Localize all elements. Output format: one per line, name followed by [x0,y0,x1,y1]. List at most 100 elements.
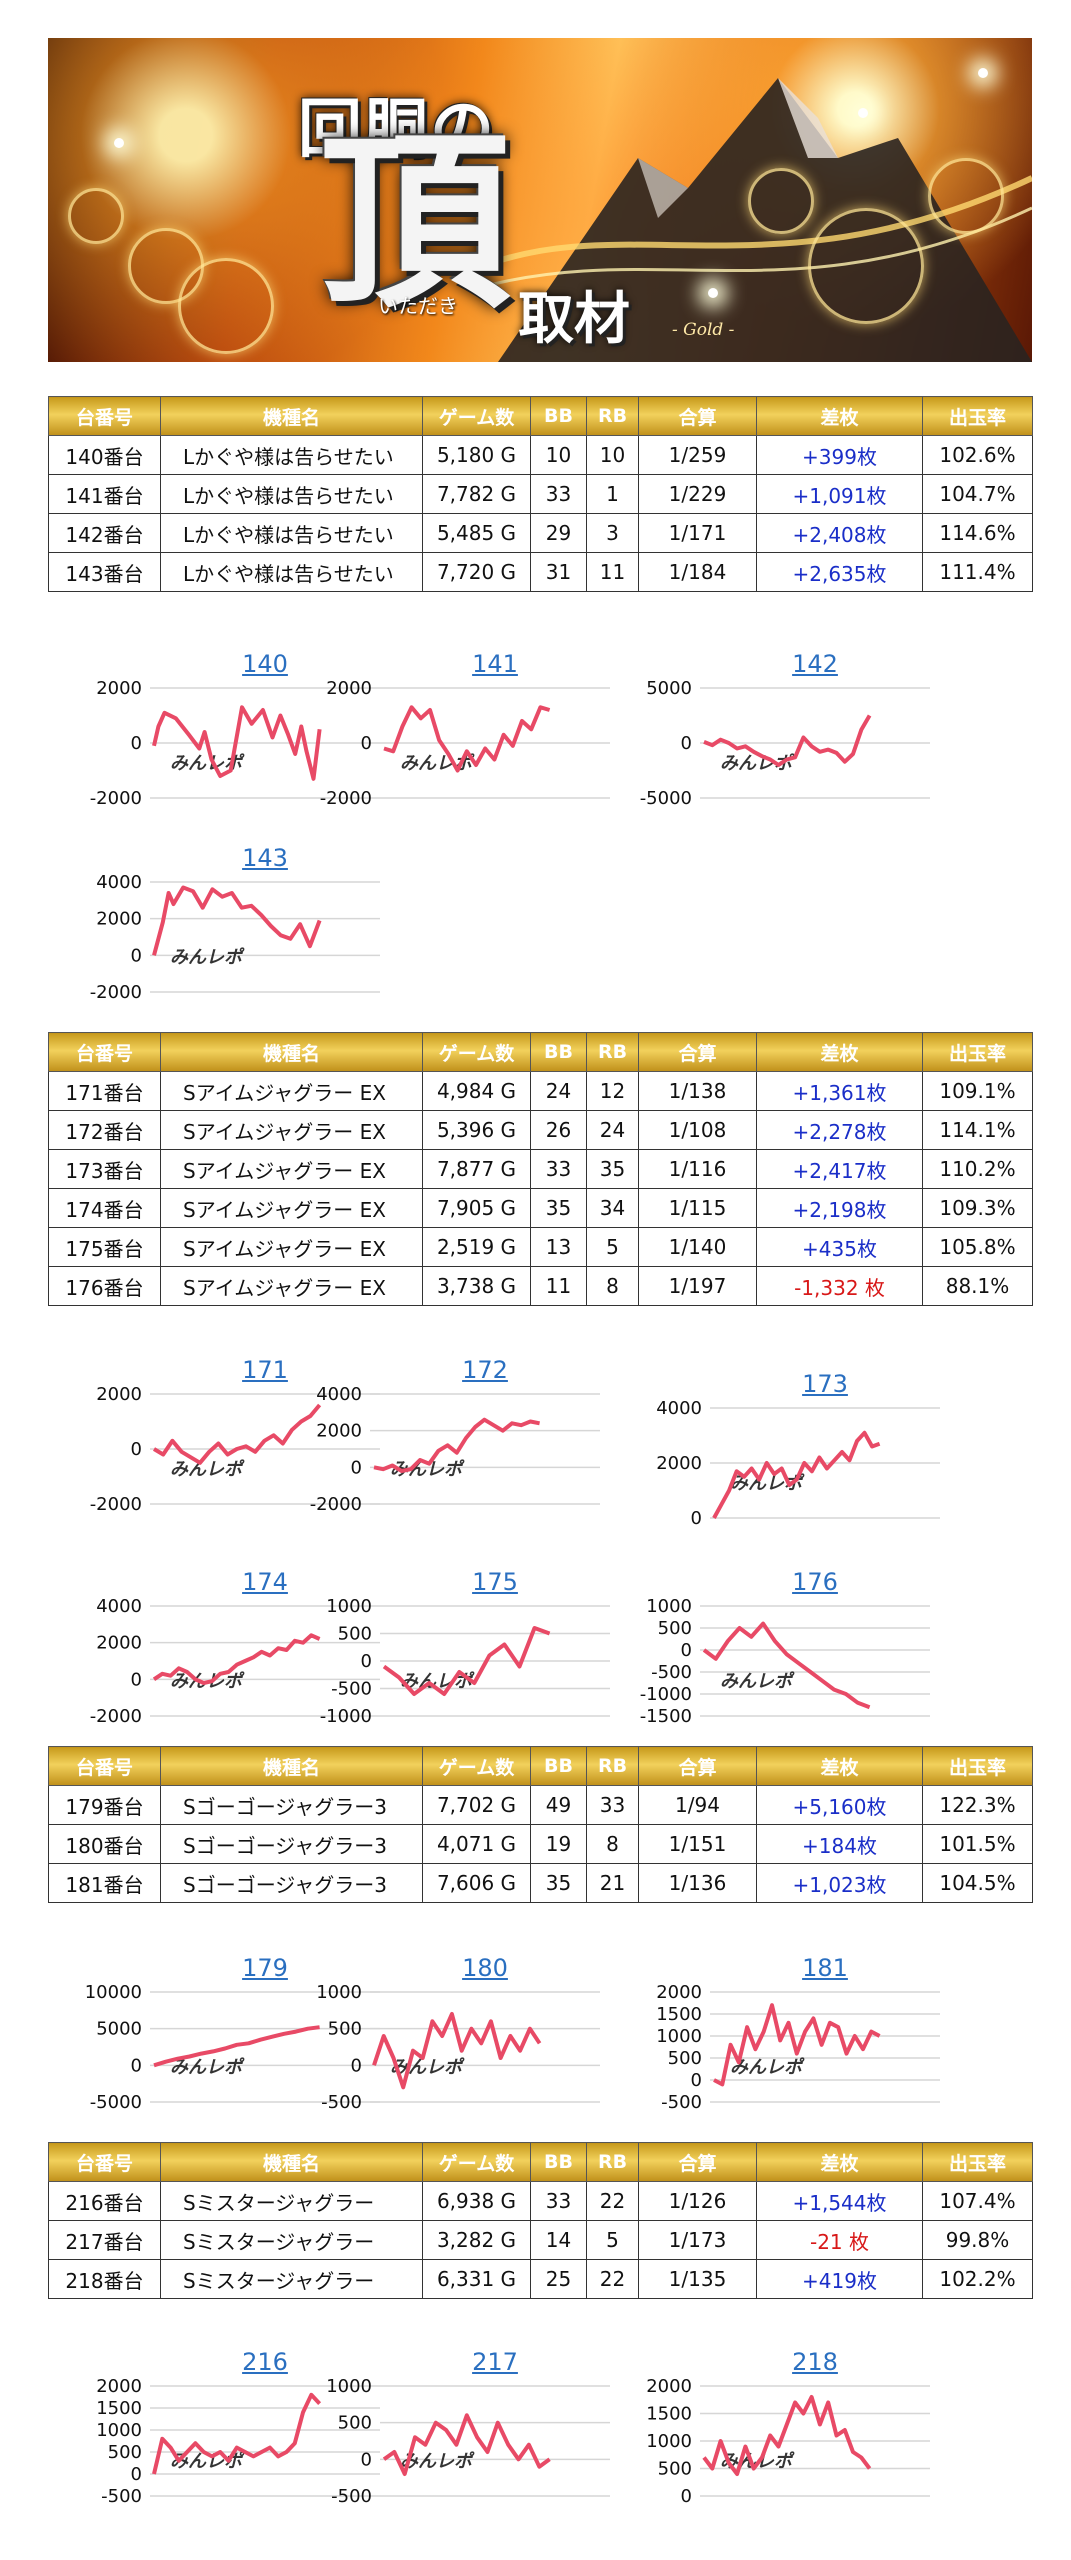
cell-total: 1/135 [638,2259,757,2299]
series-line [372,2012,542,2090]
column-header: ゲーム数 [422,396,531,436]
series-line [152,705,322,781]
chart-title-link[interactable]: 175 [472,1568,518,1596]
cell-diff: +2,278枚 [756,1110,923,1150]
y-tick-label: -2000 [310,1494,362,1515]
chart-title-link[interactable]: 142 [792,650,838,678]
data-table-gogojuggler: 台番号 機種名 ゲーム数 BB RB 合算 差枚 出玉率 179番台 Sゴーゴージャグラー3 7,7… [48,1746,1033,1903]
cell-no: 172番台 [48,1110,161,1150]
chart-title-link[interactable]: 141 [472,650,518,678]
cell-diff: -21 枚 [756,2220,923,2260]
cell-rate: 102.6% [922,435,1033,475]
y-tick-label: 500 [328,2019,362,2040]
y-tick-label: 0 [361,733,372,754]
chart-title-link[interactable]: 180 [462,1954,508,1982]
column-header: 台番号 [48,1746,161,1786]
profit-chart-218: 218 2000 1500 1000 500 0 みんレポ [610,2348,940,2518]
cell-bb: 19 [530,1824,587,1864]
cell-games: 3,738 G [422,1266,531,1306]
y-tick-label: -500 [321,2092,362,2113]
column-header: 差枚 [756,1032,923,1072]
cell-bb: 33 [530,474,587,514]
y-tick-label: 1000 [646,2431,692,2452]
series-line [153,2025,320,2068]
banner-title-ruby: いただき [378,294,458,318]
y-tick-label: 2000 [656,1982,702,2003]
cell-games: 7,606 G [422,1863,531,1903]
column-header: 出玉率 [922,1746,1033,1786]
column-header: 合算 [638,1032,757,1072]
profit-chart-171: 171 2000 0 -2000 みんレポ [70,1356,390,1526]
y-tick-label: 2000 [96,1384,142,1405]
cell-total: 1/184 [638,552,757,592]
watermark-logo: みんレポ [170,2057,245,2078]
table-row: 141番台 Lかぐや様は告らせたい 7,782 G 33 1 1/229 +1,091枚 10… [48,474,1033,514]
table-row: 172番台 Sアイムジャグラー EX 5,396 G 26 24 1/108 +2,278枚… [48,1110,1033,1150]
cell-no: 217番台 [48,2220,161,2260]
cell-games: 7,702 G [422,1785,531,1825]
column-header: 差枚 [756,2142,923,2182]
watermark-logo: みんレポ [400,2451,475,2472]
cell-rb: 8 [586,1824,639,1864]
column-header: BB [530,2142,587,2182]
y-tick-label: -1000 [640,1684,692,1705]
table-row: 216番台 Sミスタージャグラー 6,938 G 33 22 1/126 +1,544枚 10… [48,2181,1033,2221]
cell-bb: 33 [530,1149,587,1189]
chart-title-link[interactable]: 171 [242,1356,288,1384]
cell-rate: 102.2% [922,2259,1033,2299]
column-header: ゲーム数 [422,1746,531,1786]
chart-title-link[interactable]: 176 [792,1568,838,1596]
chart-title-link[interactable]: 174 [242,1568,288,1596]
table-row: 142番台 Lかぐや様は告らせたい 5,485 G 29 3 1/171 +2,408枚 11… [48,513,1033,553]
y-tick-label: 4000 [96,1596,142,1617]
y-tick-label: 500 [658,1618,692,1639]
cell-diff: +184枚 [756,1824,923,1864]
cell-total: 1/197 [638,1266,757,1306]
profit-chart-217: 217 1000 500 0 -500 みんレポ [290,2348,620,2518]
chart-title-link[interactable]: 217 [472,2348,518,2376]
chart-title-link[interactable]: 216 [242,2348,288,2376]
series-line [152,2392,322,2475]
y-tick-label: 5000 [646,678,692,699]
cell-no: 173番台 [48,1149,161,1189]
cell-rate: 99.8% [922,2220,1033,2260]
cell-rb: 5 [586,2220,639,2260]
cell-no: 218番台 [48,2259,161,2299]
y-tick-label: 2000 [96,2376,142,2397]
cell-name: Sゴーゴージャグラー3 [160,1863,423,1903]
chart-plot: 2000 0 -2000 みんレポ [90,1384,380,1515]
cell-rate: 109.1% [922,1071,1033,1111]
cell-bb: 11 [530,1266,587,1306]
table-row: 175番台 Sアイムジャグラー EX 2,519 G 13 5 1/140 +435枚 105… [48,1227,1033,1267]
banner-image: 回胴の 頂 いただき 取材 - Gold - [48,38,1032,362]
chart-title-link[interactable]: 172 [462,1356,508,1384]
chart-title-link[interactable]: 140 [242,650,288,678]
cell-rb: 11 [586,552,639,592]
cell-name: Sアイムジャグラー EX [160,1110,423,1150]
table-row: 173番台 Sアイムジャグラー EX 7,877 G 33 35 1/116 +2,417枚… [48,1149,1033,1189]
data-table-misterjuggler: 台番号 機種名 ゲーム数 BB RB 合算 差枚 出玉率 216番台 Sミスタージャグラー 6,93… [48,2142,1033,2299]
column-header: 合算 [638,2142,757,2182]
chart-plot: 4000 2000 0 -2000 みんレポ [90,872,380,1003]
profit-chart-142: 142 5000 0 -5000 みんレポ [620,650,940,820]
y-tick-label: 2000 [316,1421,362,1442]
cell-rb: 33 [586,1785,639,1825]
column-header: RB [586,2142,639,2182]
chart-title-link[interactable]: 173 [802,1370,848,1398]
cell-bb: 13 [530,1227,587,1267]
chart-title-link[interactable]: 143 [242,844,288,872]
series-line [702,1621,871,1710]
chart-plot: 5000 0 -5000 みんレポ [640,678,930,809]
chart-title-link[interactable]: 218 [792,2348,838,2376]
column-header: 台番号 [48,396,161,436]
banner-title-line2: 取材 [518,286,630,352]
column-header: 機種名 [160,1032,423,1072]
cell-no: 143番台 [48,552,161,592]
y-tick-label: -500 [331,2486,372,2507]
column-header: 出玉率 [922,2142,1033,2182]
chart-title-link[interactable]: 181 [802,1954,848,1982]
chart-title-link[interactable]: 179 [242,1954,288,1982]
cell-rate: 114.1% [922,1110,1033,1150]
table-row: 176番台 Sアイムジャグラー EX 3,738 G 11 8 1/197 -1,332 枚… [48,1266,1033,1306]
cell-diff: -1,332 枚 [756,1266,923,1306]
